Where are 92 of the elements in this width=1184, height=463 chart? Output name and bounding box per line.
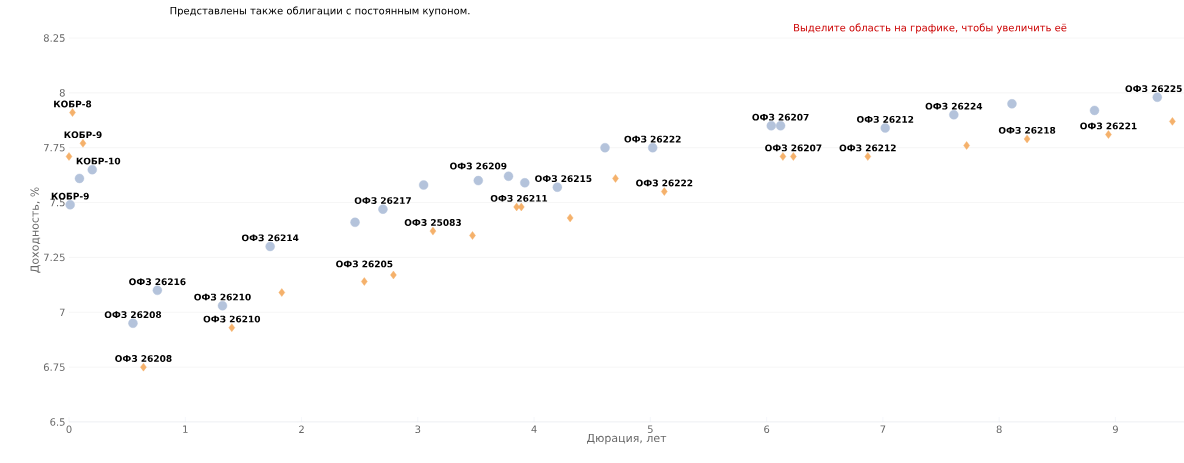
point bbox=[1023, 134, 1031, 144]
annotation: КОБР-9 bbox=[64, 131, 102, 139]
point bbox=[612, 174, 619, 183]
point bbox=[661, 187, 668, 196]
point bbox=[429, 226, 437, 236]
y-tick-label: 6.5 bbox=[50, 418, 65, 426]
point bbox=[469, 231, 476, 240]
text: Представлены также облигации с постоянным купоном. bbox=[170, 6, 470, 17]
x-tick-label: 5 bbox=[647, 425, 653, 433]
x-tick-label: 0 bbox=[66, 425, 72, 434]
annotation: ОФЗ 26211 bbox=[490, 194, 548, 202]
point bbox=[87, 164, 97, 175]
point bbox=[779, 152, 787, 161]
text: Выделите область на графике, чтобы увеличить её bbox=[794, 23, 1067, 34]
annotation: КОБР-9 bbox=[51, 192, 89, 200]
point bbox=[880, 123, 890, 133]
annotation: ОФЗ 26208 bbox=[115, 355, 172, 362]
y-tick-label: 7.5 bbox=[50, 198, 65, 207]
x-tick-label: 7 bbox=[880, 425, 886, 433]
annotation: ОФЗ 26207 bbox=[765, 144, 822, 152]
annotation: ОФЗ 26222 bbox=[624, 135, 681, 143]
point bbox=[600, 143, 610, 153]
point bbox=[69, 108, 76, 117]
point bbox=[1152, 92, 1162, 102]
point bbox=[566, 213, 574, 223]
point bbox=[361, 277, 368, 286]
point bbox=[1089, 105, 1100, 116]
annotation: КОБР-8 bbox=[54, 100, 92, 108]
annotation: ОФЗ 26221 bbox=[1080, 122, 1137, 130]
point bbox=[418, 180, 429, 190]
point bbox=[503, 171, 514, 181]
y-tick-label: 7 bbox=[59, 308, 65, 316]
point bbox=[1169, 117, 1176, 126]
point bbox=[228, 323, 235, 332]
annotation: ОФЗ 26210 bbox=[194, 293, 251, 301]
point bbox=[350, 217, 360, 228]
x-tick-label: 9 bbox=[1112, 425, 1118, 434]
point bbox=[1105, 130, 1112, 139]
point bbox=[278, 288, 285, 297]
point bbox=[65, 200, 75, 210]
annotation: ОФЗ 26207 bbox=[752, 113, 809, 121]
y-tick-label: 6.75 bbox=[43, 363, 65, 371]
y-tick-label: 8 bbox=[59, 89, 65, 97]
point bbox=[390, 270, 397, 280]
point bbox=[217, 300, 228, 311]
point bbox=[473, 175, 483, 186]
y-axis-title: Доходность, % bbox=[30, 187, 41, 273]
annotation: ОФЗ 26224 bbox=[925, 102, 983, 110]
point bbox=[1007, 99, 1017, 109]
annotation: ОФЗ 26205 bbox=[336, 260, 393, 268]
annotation: ОФЗ 26209 bbox=[450, 162, 507, 170]
x-tick-label: 6 bbox=[764, 425, 770, 434]
annotation: ОФЗ 26208 bbox=[104, 311, 162, 319]
x-tick-label: 3 bbox=[415, 425, 421, 434]
point bbox=[775, 121, 786, 131]
x-tick-label: 1 bbox=[183, 425, 188, 433]
y-tick-label: 7.25 bbox=[44, 253, 65, 262]
y-tick-label: 8.25 bbox=[43, 34, 65, 42]
annotation: ОФЗ 26222 bbox=[636, 179, 693, 187]
point bbox=[128, 318, 138, 328]
annotation: ОФЗ 26218 bbox=[998, 126, 1056, 134]
annotation: КОБР-10 bbox=[76, 157, 121, 165]
point bbox=[79, 139, 87, 148]
annotation: ОФЗ 26212 bbox=[839, 144, 896, 152]
point bbox=[74, 173, 85, 184]
point bbox=[140, 362, 147, 372]
point bbox=[265, 241, 275, 252]
point bbox=[378, 204, 388, 214]
point bbox=[949, 110, 959, 120]
point bbox=[520, 178, 530, 188]
annotation: ОФЗ 26225 bbox=[1125, 85, 1182, 93]
y-tick-label: 7.75 bbox=[44, 143, 65, 152]
annotation: ОФЗ 26215 bbox=[535, 175, 592, 182]
x-tick-label: 8 bbox=[996, 425, 1002, 434]
annotation: ОФЗ 26214 bbox=[241, 234, 299, 242]
point bbox=[790, 152, 797, 161]
annotation: ОФЗ 26217 bbox=[354, 197, 411, 204]
point bbox=[552, 182, 563, 192]
point bbox=[766, 121, 776, 131]
annotation: ОФЗ 26216 bbox=[129, 278, 186, 286]
x-axis-title: Дюрация, лет bbox=[587, 433, 667, 445]
point bbox=[152, 285, 163, 296]
point bbox=[65, 152, 73, 161]
annotation: ОФЗ 25083 bbox=[404, 219, 461, 226]
x-tick-label: 4 bbox=[531, 425, 537, 433]
annotation: ОФЗ 26210 bbox=[203, 315, 261, 323]
x-tick-label: 2 bbox=[299, 425, 304, 433]
point bbox=[647, 143, 658, 153]
point bbox=[963, 141, 970, 150]
point bbox=[518, 202, 525, 212]
point bbox=[864, 152, 871, 161]
annotation: ОФЗ 26212 bbox=[856, 115, 914, 123]
